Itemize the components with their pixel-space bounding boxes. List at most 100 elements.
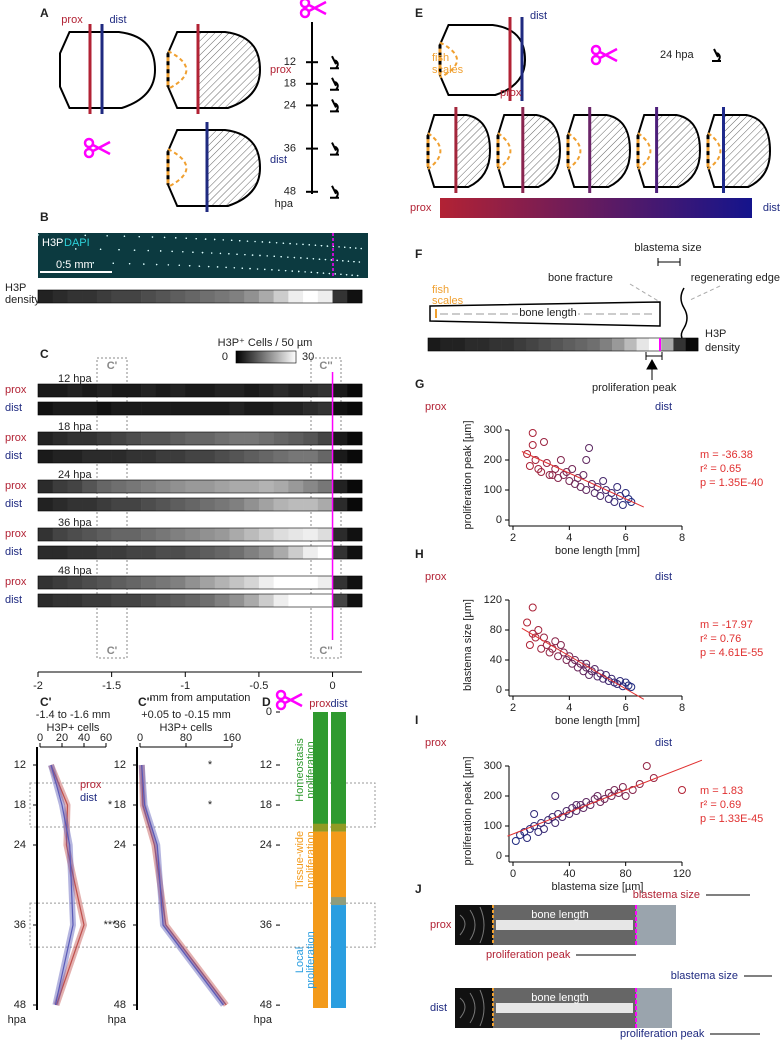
- strip-frame: [37, 401, 363, 416]
- density-cell: [38, 498, 54, 511]
- density-cell: [317, 480, 333, 493]
- density-cell: [214, 594, 230, 607]
- density-cell: [214, 576, 230, 589]
- label-dist: dist: [330, 698, 347, 710]
- density-cell: [141, 576, 157, 589]
- x-tick-label: -1.5: [102, 680, 121, 692]
- significance: *: [208, 759, 213, 771]
- panel-letter: E: [415, 6, 423, 20]
- data-point: [599, 477, 608, 485]
- phase-label: proliferation: [305, 741, 317, 798]
- nucleus: [246, 240, 249, 242]
- scissors: [299, 0, 311, 9]
- density-cell: [96, 528, 112, 541]
- time-label: 24 hpa: [58, 469, 93, 481]
- nucleus: [219, 252, 222, 255]
- x-tick-label: 160: [223, 732, 241, 744]
- density-cell: [538, 338, 552, 351]
- fit-stat: m = 1.83: [700, 785, 743, 797]
- density-cell: [126, 480, 142, 493]
- density-cell: [288, 594, 304, 607]
- density-cell: [347, 528, 363, 541]
- nucleus: [259, 254, 261, 257]
- x-tick-label: 4: [566, 532, 572, 544]
- density-cell: [214, 290, 230, 303]
- nucleus: [332, 245, 334, 248]
- nucleus: [112, 262, 114, 264]
- subtitle: -1.4 to -1.6 mm: [36, 709, 111, 721]
- density-cell: [347, 432, 363, 445]
- fish-scales: [427, 132, 442, 170]
- density-cell: [170, 498, 186, 511]
- inset-label: C': [107, 645, 118, 657]
- x-tick-label: 80: [180, 732, 192, 744]
- density-cell: [200, 290, 216, 303]
- phase-segment: [313, 831, 328, 1008]
- density-cell: [155, 384, 171, 397]
- density-cell: [67, 450, 83, 463]
- data-point: [531, 456, 540, 464]
- density-cell: [111, 576, 127, 589]
- label-dist: dist: [530, 10, 547, 22]
- label-dist: dist: [763, 202, 780, 214]
- density-cell: [111, 498, 127, 511]
- nucleus: [201, 251, 204, 254]
- density-cell: [575, 338, 588, 351]
- density-cell: [185, 594, 201, 607]
- density-cell: [599, 338, 613, 351]
- density-label: H3P: [5, 282, 26, 294]
- label: blastema size: [633, 889, 700, 901]
- y-tick-label: 18: [114, 799, 126, 811]
- nucleus: [280, 256, 282, 258]
- inset-label: C'': [319, 645, 333, 657]
- density-cell: [170, 384, 186, 397]
- data-point: [570, 656, 579, 664]
- nucleus: [320, 244, 323, 247]
- panel-letter: G: [415, 377, 424, 391]
- time-label: 24 hpa: [660, 49, 695, 61]
- data-point: [576, 659, 585, 668]
- nucleus: [349, 247, 351, 249]
- scissors: [275, 699, 287, 711]
- fin-image-base: [455, 988, 493, 1028]
- density-cell: [141, 402, 157, 415]
- density-cell: [648, 338, 662, 351]
- label-prox: prox: [425, 401, 447, 413]
- density-cell: [258, 384, 274, 397]
- fin-outline: [167, 129, 262, 207]
- density-cell: [170, 594, 186, 607]
- density-cell: [303, 480, 319, 493]
- density-cell: [82, 290, 98, 303]
- density-cell: [288, 432, 304, 445]
- density-cell: [170, 450, 186, 463]
- panel-letter: C': [40, 695, 52, 709]
- y-tick-label: 36: [14, 919, 26, 931]
- density-cell: [244, 432, 260, 445]
- nucleus: [249, 267, 251, 270]
- nucleus: [302, 243, 304, 246]
- density-cell: [126, 450, 142, 463]
- fit-stat: p = 1.35E-40: [700, 477, 763, 489]
- label-dist: dist: [270, 154, 287, 166]
- nucleus: [195, 237, 197, 240]
- row-label-prox: prox: [5, 432, 27, 444]
- x-tick-label: 80: [620, 868, 632, 880]
- density-cell: [332, 402, 348, 415]
- density-cell: [244, 546, 260, 559]
- density-cell: [141, 432, 157, 445]
- y-tick-label: 48: [114, 999, 126, 1011]
- density-cell: [273, 576, 289, 589]
- y-tick-label: 200: [484, 790, 502, 802]
- density-cell: [111, 450, 127, 463]
- density-cell: [52, 546, 68, 559]
- panel-letter: J: [415, 882, 422, 896]
- y-axis-label: proliferation peak [µm]: [462, 420, 474, 529]
- density-cell: [288, 498, 304, 511]
- density-cell: [111, 402, 127, 415]
- y-tick-label: 48: [260, 999, 272, 1011]
- data-point: [642, 762, 651, 770]
- nucleus: [344, 246, 346, 248]
- y-tick-label: 0: [496, 850, 502, 862]
- data-point: [556, 456, 565, 464]
- nucleus: [151, 236, 154, 238]
